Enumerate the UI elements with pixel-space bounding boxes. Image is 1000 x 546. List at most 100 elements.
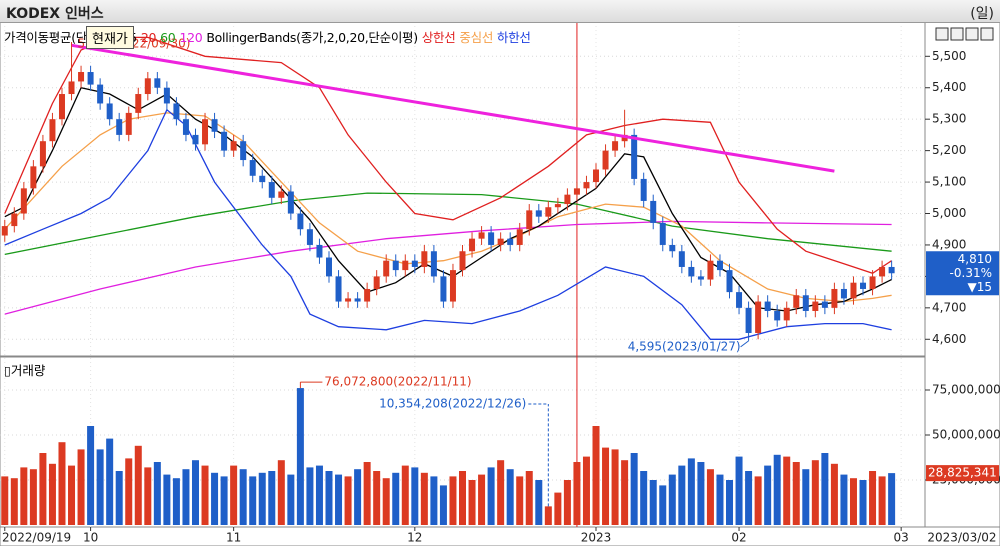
volume-bar xyxy=(96,449,104,525)
volume-bar xyxy=(363,462,371,525)
volume-bar xyxy=(830,463,838,525)
candle-body xyxy=(49,119,56,142)
legend-item: 60 xyxy=(160,30,176,45)
button[interactable] xyxy=(935,27,949,41)
candle-body xyxy=(612,141,619,151)
x-tick-label: 2023 xyxy=(581,531,612,545)
candle-body xyxy=(469,238,476,252)
volume-bar xyxy=(525,471,533,525)
button[interactable] xyxy=(950,27,964,41)
volume-bar xyxy=(716,474,724,525)
candle-body xyxy=(259,175,266,183)
volume-bar xyxy=(87,426,95,525)
candle-body xyxy=(879,266,886,277)
candle-body xyxy=(287,191,294,214)
candle-body xyxy=(125,112,132,135)
volume-bar xyxy=(115,471,123,525)
candle-body xyxy=(688,266,695,277)
legend-item: 상한선 xyxy=(421,30,456,45)
candle-body xyxy=(30,166,37,189)
x-tick-label: 12 xyxy=(407,531,422,545)
candle-body xyxy=(583,182,590,189)
candle-body xyxy=(888,266,895,274)
candle-body xyxy=(631,134,638,179)
volume-bar xyxy=(430,476,438,525)
volume-bar xyxy=(678,465,686,525)
y-tick-label: 50,000,000 xyxy=(932,428,1000,442)
volume-bar xyxy=(287,474,295,525)
candle-body xyxy=(602,150,609,170)
candle-body xyxy=(745,307,752,333)
y-tick-label: 5,500 xyxy=(932,49,966,63)
volume-bar xyxy=(106,438,114,525)
legend-label: BollingerBands(종가,2,0,20,단순이평) xyxy=(206,30,418,45)
volume-bar xyxy=(268,471,276,525)
volume-bar xyxy=(449,476,457,525)
x-tick-label: 02 xyxy=(731,531,746,545)
candle-body xyxy=(802,295,809,311)
axis-buttons[interactable] xyxy=(935,27,994,41)
y-tick-label: 4,900 xyxy=(932,237,966,251)
candle-body xyxy=(268,182,275,198)
candle-body xyxy=(564,194,571,205)
indicator-line xyxy=(4,108,892,340)
indicator-line xyxy=(4,220,892,315)
period[interactable]: (일) xyxy=(970,6,994,22)
candle-body xyxy=(774,310,781,321)
volume-bar xyxy=(220,476,228,525)
volume-bar xyxy=(573,462,581,525)
volume-bar xyxy=(706,469,714,525)
candle-body xyxy=(68,81,75,95)
candle-body xyxy=(430,251,437,277)
volume-bar xyxy=(792,462,800,525)
volume-bar xyxy=(611,449,619,525)
candle-body xyxy=(364,288,371,302)
volume-bar xyxy=(888,473,896,525)
volume-bar xyxy=(20,467,28,525)
candle-body xyxy=(716,260,723,271)
volume-bar xyxy=(859,480,867,525)
candle-body xyxy=(316,244,323,258)
volume-bar xyxy=(640,471,648,525)
candle-body xyxy=(182,119,189,135)
y-tick-label: 5,000 xyxy=(932,206,966,220)
indicator-line xyxy=(4,36,892,275)
volume-bar xyxy=(630,453,638,525)
y-tick-label: 4,700 xyxy=(932,300,966,314)
volume-bar xyxy=(153,462,161,525)
button[interactable] xyxy=(980,27,994,41)
candle-body xyxy=(20,188,27,214)
volume-bar xyxy=(401,465,409,525)
candle-body xyxy=(211,119,218,132)
volume-bar xyxy=(821,453,829,525)
candle-body xyxy=(697,276,704,280)
candle-body xyxy=(736,292,743,308)
volume-bar xyxy=(516,476,524,525)
volume-bar xyxy=(68,465,76,525)
y-tick-label: 5,100 xyxy=(932,175,966,189)
volume-bar xyxy=(849,478,857,525)
current-volume-box xyxy=(926,465,999,482)
volume-bar xyxy=(239,469,247,525)
volume-bar xyxy=(77,449,85,525)
candle-body xyxy=(535,210,542,217)
candle-body xyxy=(325,257,332,277)
x-tick-label: 2022/09/19 xyxy=(2,531,71,545)
volume-bar xyxy=(1,476,9,525)
candle-body xyxy=(840,288,847,299)
legend-item: 120 xyxy=(179,30,203,45)
legend-item: 중심선 xyxy=(459,30,494,45)
legend-item: 하한선 xyxy=(497,30,531,45)
volume-bar xyxy=(745,471,753,525)
candle-body xyxy=(154,78,161,88)
candle-body xyxy=(526,210,533,230)
candle-body xyxy=(669,244,676,252)
x-tick-label: 11 xyxy=(226,531,241,545)
volume-bar xyxy=(668,474,676,525)
volume-bar xyxy=(687,458,695,525)
volume-bar xyxy=(325,471,333,525)
candle-body xyxy=(39,141,46,167)
button[interactable] xyxy=(965,27,979,41)
volume-bar xyxy=(840,474,848,525)
